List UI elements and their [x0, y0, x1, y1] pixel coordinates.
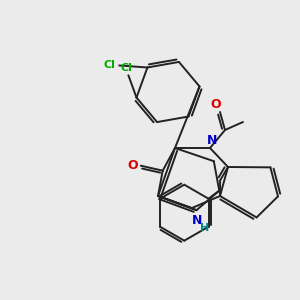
- Text: H: H: [200, 223, 210, 233]
- Text: N: N: [207, 134, 217, 148]
- Text: Cl: Cl: [103, 61, 116, 70]
- Text: N: N: [192, 214, 202, 226]
- Text: Cl: Cl: [121, 63, 132, 73]
- Text: O: O: [211, 98, 221, 110]
- Text: O: O: [128, 159, 138, 172]
